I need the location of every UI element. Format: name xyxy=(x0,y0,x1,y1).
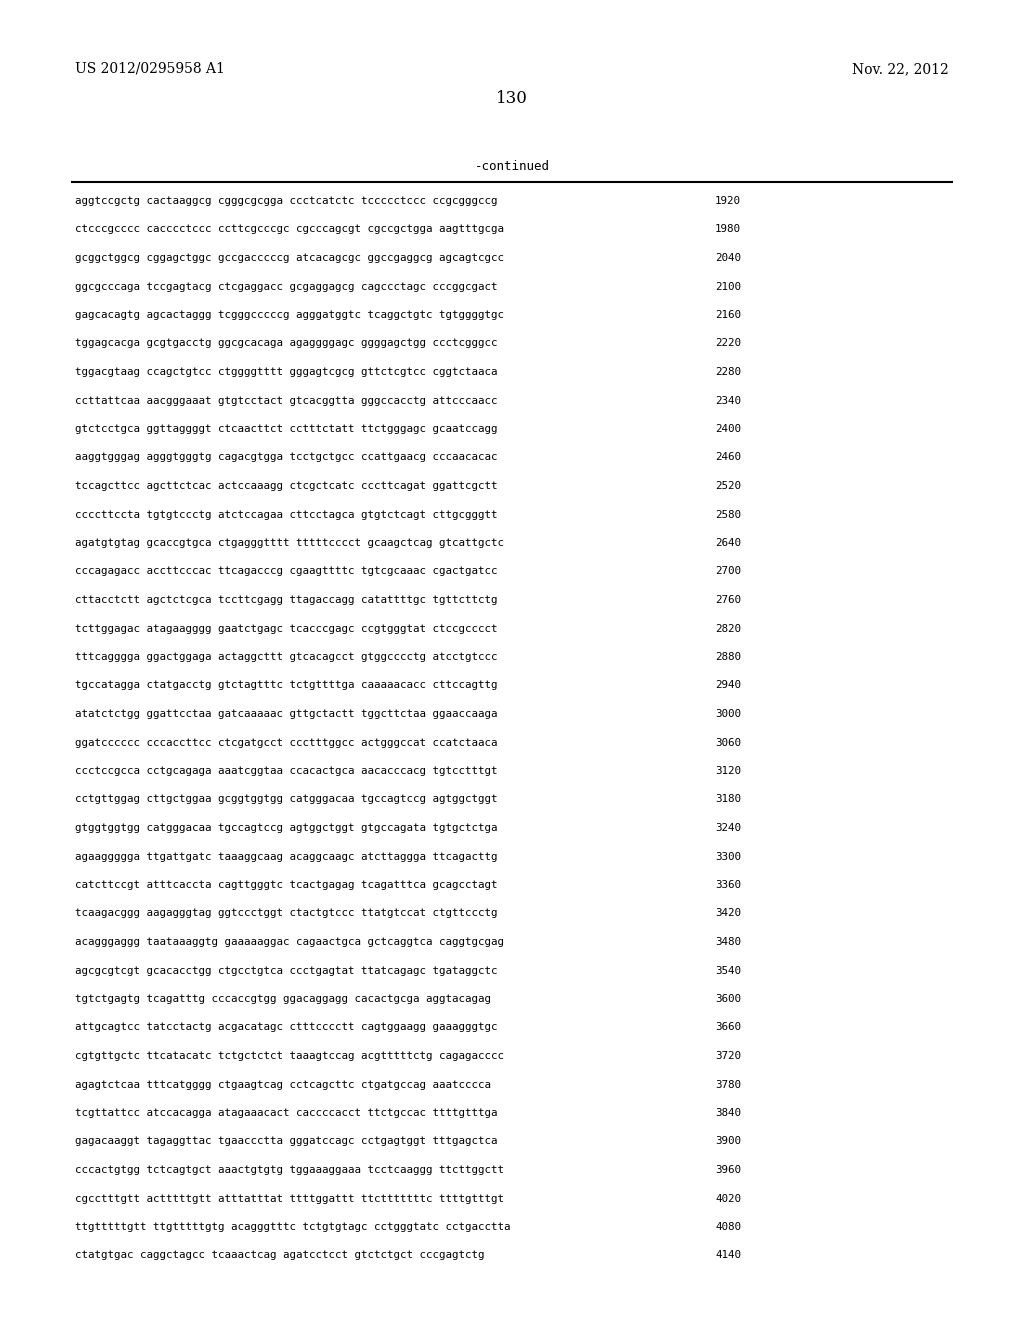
Text: tccagcttcc agcttctcac actccaaagg ctcgctcatc cccttcagat ggattcgctt: tccagcttcc agcttctcac actccaaagg ctcgctc… xyxy=(75,480,498,491)
Text: tggagcacga gcgtgacctg ggcgcacaga agaggggagc ggggagctgg ccctcgggcc: tggagcacga gcgtgacctg ggcgcacaga agagggg… xyxy=(75,338,498,348)
Text: atatctctgg ggattcctaa gatcaaaaac gttgctactt tggcttctaa ggaaccaaga: atatctctgg ggattcctaa gatcaaaaac gttgcta… xyxy=(75,709,498,719)
Text: ctatgtgac caggctagcc tcaaactcag agatcctcct gtctctgct cccgagtctg: ctatgtgac caggctagcc tcaaactcag agatcctc… xyxy=(75,1250,484,1261)
Text: 3420: 3420 xyxy=(715,908,741,919)
Text: 3720: 3720 xyxy=(715,1051,741,1061)
Text: gagacaaggt tagaggttac tgaaccctta gggatccagc cctgagtggt tttgagctca: gagacaaggt tagaggttac tgaaccctta gggatcc… xyxy=(75,1137,498,1147)
Text: cccactgtgg tctcagtgct aaactgtgtg tggaaaggaaa tcctcaaggg ttcttggctt: cccactgtgg tctcagtgct aaactgtgtg tggaaag… xyxy=(75,1166,504,1175)
Text: tgtctgagtg tcagatttg cccaccgtgg ggacaggagg cacactgcga aggtacagag: tgtctgagtg tcagatttg cccaccgtgg ggacagga… xyxy=(75,994,490,1005)
Text: 2820: 2820 xyxy=(715,623,741,634)
Text: cgtgttgctc ttcatacatc tctgctctct taaagtccag acgtttttctg cagagacccc: cgtgttgctc ttcatacatc tctgctctct taaagtc… xyxy=(75,1051,504,1061)
Text: ccccttccta tgtgtccctg atctccagaa cttcctagca gtgtctcagt cttgcgggtt: ccccttccta tgtgtccctg atctccagaa cttccta… xyxy=(75,510,498,520)
Text: aggtccgctg cactaaggcg cgggcgcgga ccctcatctc tccccctccc ccgcgggccg: aggtccgctg cactaaggcg cgggcgcgga ccctcat… xyxy=(75,195,498,206)
Text: 3300: 3300 xyxy=(715,851,741,862)
Text: 3960: 3960 xyxy=(715,1166,741,1175)
Text: aaggtgggag agggtgggtg cagacgtgga tcctgctgcc ccattgaacg cccaacacac: aaggtgggag agggtgggtg cagacgtgga tcctgct… xyxy=(75,453,498,462)
Text: tcgttattcc atccacagga atagaaacact caccccacct ttctgccac ttttgtttga: tcgttattcc atccacagga atagaaacact cacccc… xyxy=(75,1107,498,1118)
Text: 3780: 3780 xyxy=(715,1080,741,1089)
Text: acagggaggg taataaaggtg gaaaaaggac cagaactgca gctcaggtca caggtgcgag: acagggaggg taataaaggtg gaaaaaggac cagaac… xyxy=(75,937,504,946)
Text: 2880: 2880 xyxy=(715,652,741,663)
Text: tcaagacggg aagagggtag ggtccctggt ctactgtccc ttatgtccat ctgttccctg: tcaagacggg aagagggtag ggtccctggt ctactgt… xyxy=(75,908,498,919)
Text: 2640: 2640 xyxy=(715,539,741,548)
Text: 2580: 2580 xyxy=(715,510,741,520)
Text: tttcagggga ggactggaga actaggcttt gtcacagcct gtggcccctg atcctgtccc: tttcagggga ggactggaga actaggcttt gtcacag… xyxy=(75,652,498,663)
Text: 4080: 4080 xyxy=(715,1222,741,1232)
Text: gtctcctgca ggttaggggt ctcaacttct cctttctatt ttctgggagc gcaatccagg: gtctcctgca ggttaggggt ctcaacttct cctttct… xyxy=(75,424,498,434)
Text: 2700: 2700 xyxy=(715,566,741,577)
Text: catcttccgt atttcaccta cagttgggtc tcactgagag tcagatttca gcagcctagt: catcttccgt atttcaccta cagttgggtc tcactga… xyxy=(75,880,498,890)
Text: gagcacagtg agcactaggg tcgggcccccg agggatggtc tcaggctgtc tgtggggtgc: gagcacagtg agcactaggg tcgggcccccg agggat… xyxy=(75,310,504,319)
Text: 3240: 3240 xyxy=(715,822,741,833)
Text: 4020: 4020 xyxy=(715,1193,741,1204)
Text: ttgtttttgtt ttgtttttgtg acagggtttc tctgtgtagc cctgggtatc cctgacctta: ttgtttttgtt ttgtttttgtg acagggtttc tctgt… xyxy=(75,1222,511,1232)
Text: cctgttggag cttgctggaa gcggtggtgg catgggacaa tgccagtccg agtggctggt: cctgttggag cttgctggaa gcggtggtgg catggga… xyxy=(75,795,498,804)
Text: 2340: 2340 xyxy=(715,396,741,405)
Text: 3480: 3480 xyxy=(715,937,741,946)
Text: cttacctctt agctctcgca tccttcgagg ttagaccagg catattttgc tgttcttctg: cttacctctt agctctcgca tccttcgagg ttagacc… xyxy=(75,595,498,605)
Text: 4140: 4140 xyxy=(715,1250,741,1261)
Text: 1980: 1980 xyxy=(715,224,741,235)
Text: 3840: 3840 xyxy=(715,1107,741,1118)
Text: gtggtggtgg catgggacaa tgccagtccg agtggctggt gtgccagata tgtgctctga: gtggtggtgg catgggacaa tgccagtccg agtggct… xyxy=(75,822,498,833)
Text: gcggctggcg cggagctggc gccgacccccg atcacagcgc ggccgaggcg agcagtcgcc: gcggctggcg cggagctggc gccgacccccg atcaca… xyxy=(75,253,504,263)
Text: 2280: 2280 xyxy=(715,367,741,378)
Text: cccagagacc accttcccac ttcagacccg cgaagttttc tgtcgcaaac cgactgatcc: cccagagacc accttcccac ttcagacccg cgaagtt… xyxy=(75,566,498,577)
Text: 3900: 3900 xyxy=(715,1137,741,1147)
Text: 2520: 2520 xyxy=(715,480,741,491)
Text: attgcagtcc tatcctactg acgacatagc ctttcccctt cagtggaagg gaaagggtgc: attgcagtcc tatcctactg acgacatagc ctttccc… xyxy=(75,1023,498,1032)
Text: 3060: 3060 xyxy=(715,738,741,747)
Text: 3120: 3120 xyxy=(715,766,741,776)
Text: cgcctttgtt actttttgtt atttatttat ttttggattt ttctttttttc ttttgtttgt: cgcctttgtt actttttgtt atttatttat ttttgga… xyxy=(75,1193,504,1204)
Text: 2160: 2160 xyxy=(715,310,741,319)
Text: 2940: 2940 xyxy=(715,681,741,690)
Text: tgccatagga ctatgacctg gtctagtttc tctgttttga caaaaacacc cttccagttg: tgccatagga ctatgacctg gtctagtttc tctgttt… xyxy=(75,681,498,690)
Text: agatgtgtag gcaccgtgca ctgagggtttt tttttcccct gcaagctcag gtcattgctc: agatgtgtag gcaccgtgca ctgagggtttt tttttc… xyxy=(75,539,504,548)
Text: 2760: 2760 xyxy=(715,595,741,605)
Text: agagtctcaa tttcatgggg ctgaagtcag cctcagcttc ctgatgccag aaatcccca: agagtctcaa tttcatgggg ctgaagtcag cctcagc… xyxy=(75,1080,490,1089)
Text: 3540: 3540 xyxy=(715,965,741,975)
Text: 1920: 1920 xyxy=(715,195,741,206)
Text: agcgcgtcgt gcacacctgg ctgcctgtca ccctgagtat ttatcagagc tgataggctc: agcgcgtcgt gcacacctgg ctgcctgtca ccctgag… xyxy=(75,965,498,975)
Text: Nov. 22, 2012: Nov. 22, 2012 xyxy=(852,62,949,77)
Text: ccctccgcca cctgcagaga aaatcggtaa ccacactgca aacacccacg tgtcctttgt: ccctccgcca cctgcagaga aaatcggtaa ccacact… xyxy=(75,766,498,776)
Text: ggatcccccc cccaccttcc ctcgatgcct ccctttggcc actgggccat ccatctaaca: ggatcccccc cccaccttcc ctcgatgcct ccctttg… xyxy=(75,738,498,747)
Text: 3360: 3360 xyxy=(715,880,741,890)
Text: US 2012/0295958 A1: US 2012/0295958 A1 xyxy=(75,62,225,77)
Text: ccttattcaa aacgggaaat gtgtcctact gtcacggtta gggccacctg attcccaacc: ccttattcaa aacgggaaat gtgtcctact gtcacgg… xyxy=(75,396,498,405)
Text: 3660: 3660 xyxy=(715,1023,741,1032)
Text: 130: 130 xyxy=(496,90,528,107)
Text: tggacgtaag ccagctgtcc ctggggtttt gggagtcgcg gttctcgtcc cggtctaaca: tggacgtaag ccagctgtcc ctggggtttt gggagtc… xyxy=(75,367,498,378)
Text: ctcccgcccc cacccctccc ccttcgcccgc cgcccagcgt cgccgctgga aagtttgcga: ctcccgcccc cacccctccc ccttcgcccgc cgccca… xyxy=(75,224,504,235)
Text: ggcgcccaga tccgagtacg ctcgaggacc gcgaggagcg cagccctagc cccggcgact: ggcgcccaga tccgagtacg ctcgaggacc gcgagga… xyxy=(75,281,498,292)
Text: 2220: 2220 xyxy=(715,338,741,348)
Text: 2460: 2460 xyxy=(715,453,741,462)
Text: 2400: 2400 xyxy=(715,424,741,434)
Text: 2100: 2100 xyxy=(715,281,741,292)
Text: agaaggggga ttgattgatc taaaggcaag acaggcaagc atcttaggga ttcagacttg: agaaggggga ttgattgatc taaaggcaag acaggca… xyxy=(75,851,498,862)
Text: 2040: 2040 xyxy=(715,253,741,263)
Text: tcttggagac atagaagggg gaatctgagc tcacccgagc ccgtgggtat ctccgcccct: tcttggagac atagaagggg gaatctgagc tcacccg… xyxy=(75,623,498,634)
Text: 3600: 3600 xyxy=(715,994,741,1005)
Text: 3180: 3180 xyxy=(715,795,741,804)
Text: 3000: 3000 xyxy=(715,709,741,719)
Text: -continued: -continued xyxy=(474,160,550,173)
